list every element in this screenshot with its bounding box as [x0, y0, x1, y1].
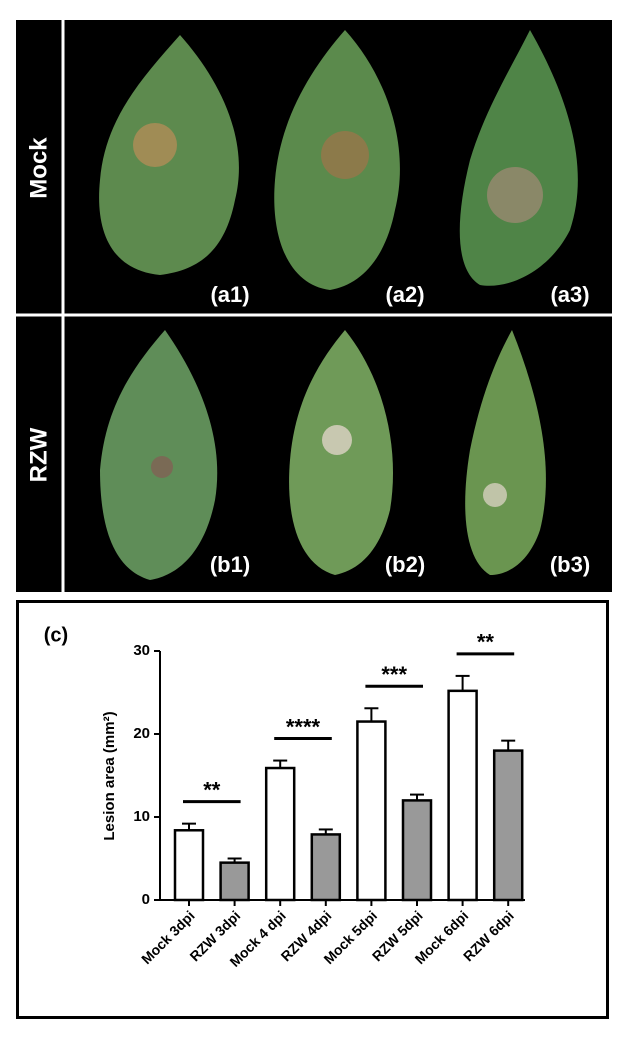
bar	[401, 799, 433, 902]
panel-label: (b1)	[210, 552, 250, 577]
row-label: RZW	[25, 427, 52, 482]
y-tick-label: 30	[133, 642, 150, 659]
lesion	[321, 131, 369, 179]
panel-label: (b2)	[385, 552, 425, 577]
bar	[356, 720, 387, 902]
leaf	[465, 330, 546, 575]
significance-label: **	[477, 630, 495, 655]
bar	[219, 861, 250, 902]
lesion	[322, 425, 352, 455]
panel-label: (a1)	[210, 282, 249, 307]
bar	[310, 833, 342, 902]
bar	[264, 766, 296, 902]
y-axis-label: Lesion area (mm²)	[101, 711, 118, 840]
y-tick-label: 20	[133, 725, 150, 742]
chart-frame	[16, 600, 609, 1019]
leaf	[459, 30, 578, 286]
bar	[173, 829, 205, 902]
x-tick-label: Mock 3dpi	[138, 907, 198, 967]
y-tick-label: 10	[133, 808, 150, 825]
leaf	[100, 330, 218, 580]
significance-label: **	[203, 777, 221, 802]
row-label: Mock	[25, 137, 52, 199]
lesion	[483, 483, 507, 507]
bar	[447, 689, 478, 902]
significance-label: ***	[381, 662, 407, 687]
bar	[492, 749, 524, 902]
significance-label: ****	[286, 714, 321, 739]
lesion	[487, 167, 543, 223]
y-tick-label: 0	[142, 891, 150, 908]
lesion	[133, 123, 177, 167]
panel-label: (b3)	[550, 552, 590, 577]
panel-label: (a3)	[550, 282, 589, 307]
leaves	[99, 30, 578, 580]
lesion	[151, 456, 173, 478]
panel-label: (a2)	[385, 282, 424, 307]
panel-label: (c)	[44, 624, 68, 646]
